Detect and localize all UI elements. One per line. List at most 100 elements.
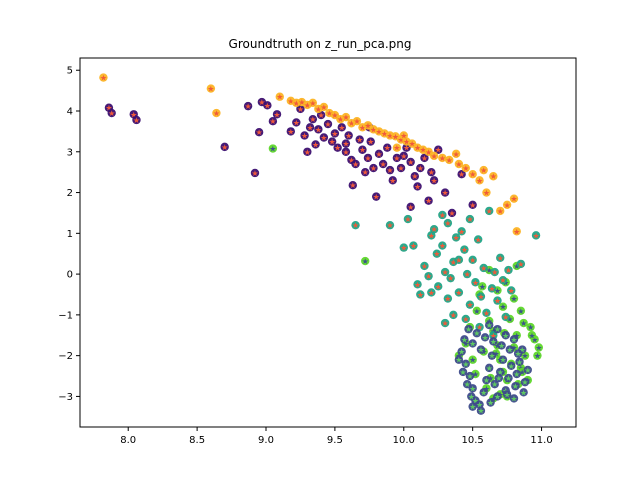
data-point: [534, 343, 543, 352]
data-point: [461, 314, 470, 324]
data-point-star: ★: [498, 341, 505, 350]
data-point: [403, 214, 413, 224]
data-point-star: ★: [517, 307, 524, 316]
data-point-star: ★: [446, 156, 453, 165]
data-point: [468, 355, 477, 364]
data-point: [327, 137, 337, 146]
data-point-star: ★: [269, 117, 276, 126]
x-tick-label: 10.0: [393, 435, 415, 446]
data-point: [498, 355, 508, 364]
data-point: [497, 341, 506, 350]
data-point: [406, 157, 415, 167]
data-point-star: ★: [520, 388, 527, 397]
data-point-star: ★: [494, 325, 501, 334]
x-tick-label: 8.5: [189, 435, 205, 446]
data-point-star: ★: [453, 150, 460, 159]
data-point: [467, 392, 476, 401]
data-point: [344, 131, 353, 140]
data-point-star: ★: [488, 284, 495, 293]
data-point-star: ★: [520, 319, 527, 328]
data-point-star: ★: [481, 333, 488, 342]
data-point-star: ★: [450, 258, 457, 267]
data-point-star: ★: [469, 256, 476, 265]
data-point-star: ★: [326, 109, 333, 118]
data-point: [464, 324, 473, 334]
data-point-star: ★: [499, 303, 506, 312]
data-point-star: ★: [439, 154, 446, 163]
points-layer: ★★ ★★★★★★★★★★★★★★★★★★★★★★★★★★★★★★★★★★★★★★…: [99, 73, 543, 416]
chart-title: Groundtruth on z_run_pca.png: [229, 37, 412, 51]
data-point: [493, 296, 502, 305]
y-tick-label: 4: [67, 107, 73, 118]
data-point: [424, 271, 433, 281]
data-point-star: ★: [433, 250, 440, 259]
data-point-star: ★: [497, 207, 504, 216]
data-point-star: ★: [320, 103, 327, 112]
data-point-star: ★: [477, 293, 484, 302]
data-point-star: ★: [403, 138, 410, 147]
data-point-star: ★: [480, 264, 487, 273]
data-point-star: ★: [442, 319, 449, 328]
data-point: [504, 373, 513, 383]
data-point: [523, 365, 532, 375]
data-point-star: ★: [499, 276, 506, 285]
data-point: [206, 84, 216, 93]
data-point-star: ★: [221, 143, 228, 152]
data-point: [319, 102, 329, 112]
data-point: [465, 300, 475, 309]
data-point-star: ★: [373, 193, 380, 202]
data-point: [457, 170, 466, 179]
series-4: ★★★★★★★★★★★★★★★★★★★★★★★★★★★★★★★★★★★★★★★★…: [454, 320, 532, 416]
data-point: [468, 170, 477, 179]
data-point: [406, 202, 415, 212]
data-point: [410, 172, 419, 181]
data-point: [333, 143, 342, 152]
data-point-star: ★: [304, 148, 311, 157]
data-point: [519, 318, 528, 328]
data-point: [476, 345, 486, 354]
data-point: [429, 151, 439, 161]
data-point-star: ★: [318, 111, 325, 120]
x-tick-label: 8.0: [120, 435, 136, 446]
data-point-star: ★: [462, 339, 469, 348]
data-point: [438, 210, 447, 220]
data-point: [99, 73, 108, 82]
data-point-star: ★: [504, 201, 511, 210]
data-point: [516, 259, 526, 269]
data-point: [440, 267, 450, 277]
data-point: [509, 194, 519, 203]
y-tick-label: 3: [67, 147, 73, 158]
data-point-star: ★: [465, 325, 472, 334]
data-point-star: ★: [448, 209, 455, 218]
data-point: [438, 241, 447, 250]
data-point-star: ★: [380, 160, 387, 169]
data-point-star: ★: [466, 301, 473, 310]
data-point: [520, 377, 530, 387]
data-point-star: ★: [133, 116, 140, 125]
data-point: [533, 351, 542, 360]
data-point: [487, 351, 497, 360]
data-point: [468, 255, 477, 265]
data-point-star: ★: [342, 140, 349, 149]
data-point-star: ★: [393, 154, 400, 163]
data-point-star: ★: [207, 85, 214, 94]
data-point: [440, 188, 450, 197]
data-point-star: ★: [421, 154, 428, 163]
data-point-star: ★: [324, 120, 331, 129]
data-point-star: ★: [293, 118, 300, 127]
data-point-star: ★: [479, 282, 486, 291]
data-point: [409, 241, 418, 250]
data-point: [449, 310, 458, 320]
data-point-star: ★: [521, 352, 528, 361]
data-point-star: ★: [469, 356, 476, 365]
y-tick-label: 1: [67, 229, 73, 240]
data-point-star: ★: [403, 144, 410, 153]
data-point: [472, 329, 481, 338]
data-point: [250, 168, 260, 178]
data-point-star: ★: [370, 164, 377, 173]
data-point-star: ★: [304, 101, 311, 110]
data-point-star: ★: [384, 144, 391, 153]
data-point: [461, 359, 470, 369]
data-point-star: ★: [442, 268, 449, 277]
